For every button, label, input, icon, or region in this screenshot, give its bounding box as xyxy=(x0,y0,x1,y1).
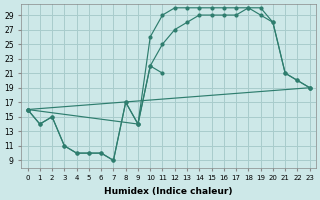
X-axis label: Humidex (Indice chaleur): Humidex (Indice chaleur) xyxy=(104,187,233,196)
